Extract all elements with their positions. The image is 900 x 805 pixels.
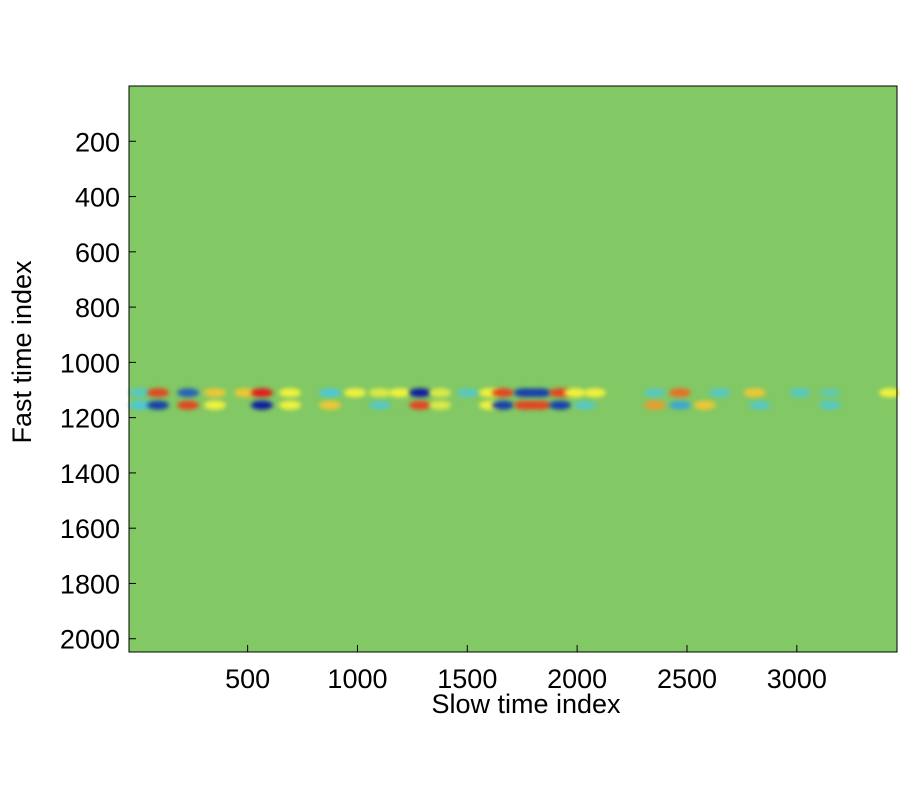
heatmap-cell (128, 400, 151, 410)
plot-frame (128, 85, 898, 653)
heatmap-cell (203, 400, 226, 410)
heatmap-cell (668, 400, 691, 410)
heatmap-cell (643, 388, 666, 398)
y-tick-label: 1400 (60, 459, 120, 489)
heatmap-cell (563, 388, 586, 398)
heatmap-cell (573, 400, 596, 410)
y-tick-label: 1800 (60, 569, 120, 599)
heatmap-cell (878, 388, 900, 398)
x-tick-label: 1500 (437, 664, 497, 694)
y-tick-label: 400 (75, 183, 120, 213)
y-tick-label: 2000 (60, 625, 120, 655)
heatmap-cell (456, 388, 479, 398)
heatmap-cell (344, 388, 367, 398)
heatmap-cell (708, 388, 731, 398)
heatmap-cell (491, 400, 514, 410)
heatmap-cell (177, 388, 200, 398)
heatmap-cell (643, 400, 666, 410)
heatmap-cell (818, 400, 841, 410)
heatmap-cell (549, 400, 572, 410)
heatmap-cell (279, 400, 302, 410)
heatmap-cell (429, 400, 452, 410)
y-axis-label: Fast time index (7, 260, 37, 444)
heatmap-cell (668, 388, 691, 398)
heatmap-cell (128, 388, 151, 398)
x-tick-label: 500 (225, 664, 270, 694)
heatmap-cell (250, 388, 273, 398)
heatmap-cell (748, 400, 771, 410)
heatmap-cell (319, 400, 342, 410)
heatmap-cells (128, 388, 900, 410)
heatmap-cell (409, 388, 432, 398)
heatmap-cell (491, 388, 514, 398)
heatmap-cell (513, 400, 536, 410)
heatmap-cell (250, 400, 273, 410)
x-tick-label: 3000 (767, 664, 827, 694)
heatmap-cell (279, 388, 302, 398)
heatmap-cell (203, 388, 226, 398)
heatmap-cell (693, 400, 716, 410)
heatmap-cell (529, 388, 552, 398)
y-tick-label: 1600 (60, 514, 120, 544)
heatmap-cell (233, 388, 256, 398)
heatmap-cell (319, 388, 342, 398)
x-tick-label: 2500 (657, 664, 717, 694)
heatmap-cell (583, 388, 606, 398)
heatmap-cell (177, 400, 200, 410)
y-tick-label: 1000 (60, 348, 120, 378)
heatmap-cell (818, 388, 841, 398)
heatmap-cell (429, 388, 452, 398)
heatmap-cell (368, 400, 391, 410)
heatmap-cell (388, 388, 411, 398)
heatmap-cell (743, 388, 766, 398)
y-tick-label: 200 (75, 127, 120, 157)
heatmap-cell (146, 388, 169, 398)
x-tick-label: 2000 (547, 664, 607, 694)
x-tick-label: 1000 (327, 664, 387, 694)
y-tick-label: 1200 (60, 404, 120, 434)
heatmap-cell (529, 400, 552, 410)
heatmap-cell (409, 400, 432, 410)
x-axis-label: Slow time index (431, 689, 621, 719)
y-tick-label: 800 (75, 293, 120, 323)
heatmap-cell (513, 388, 536, 398)
y-tick-label: 600 (75, 238, 120, 268)
heatmap-cell (146, 400, 169, 410)
heatmap-cell (788, 388, 811, 398)
heatmap-cell (368, 388, 391, 398)
plot-background (129, 86, 897, 652)
